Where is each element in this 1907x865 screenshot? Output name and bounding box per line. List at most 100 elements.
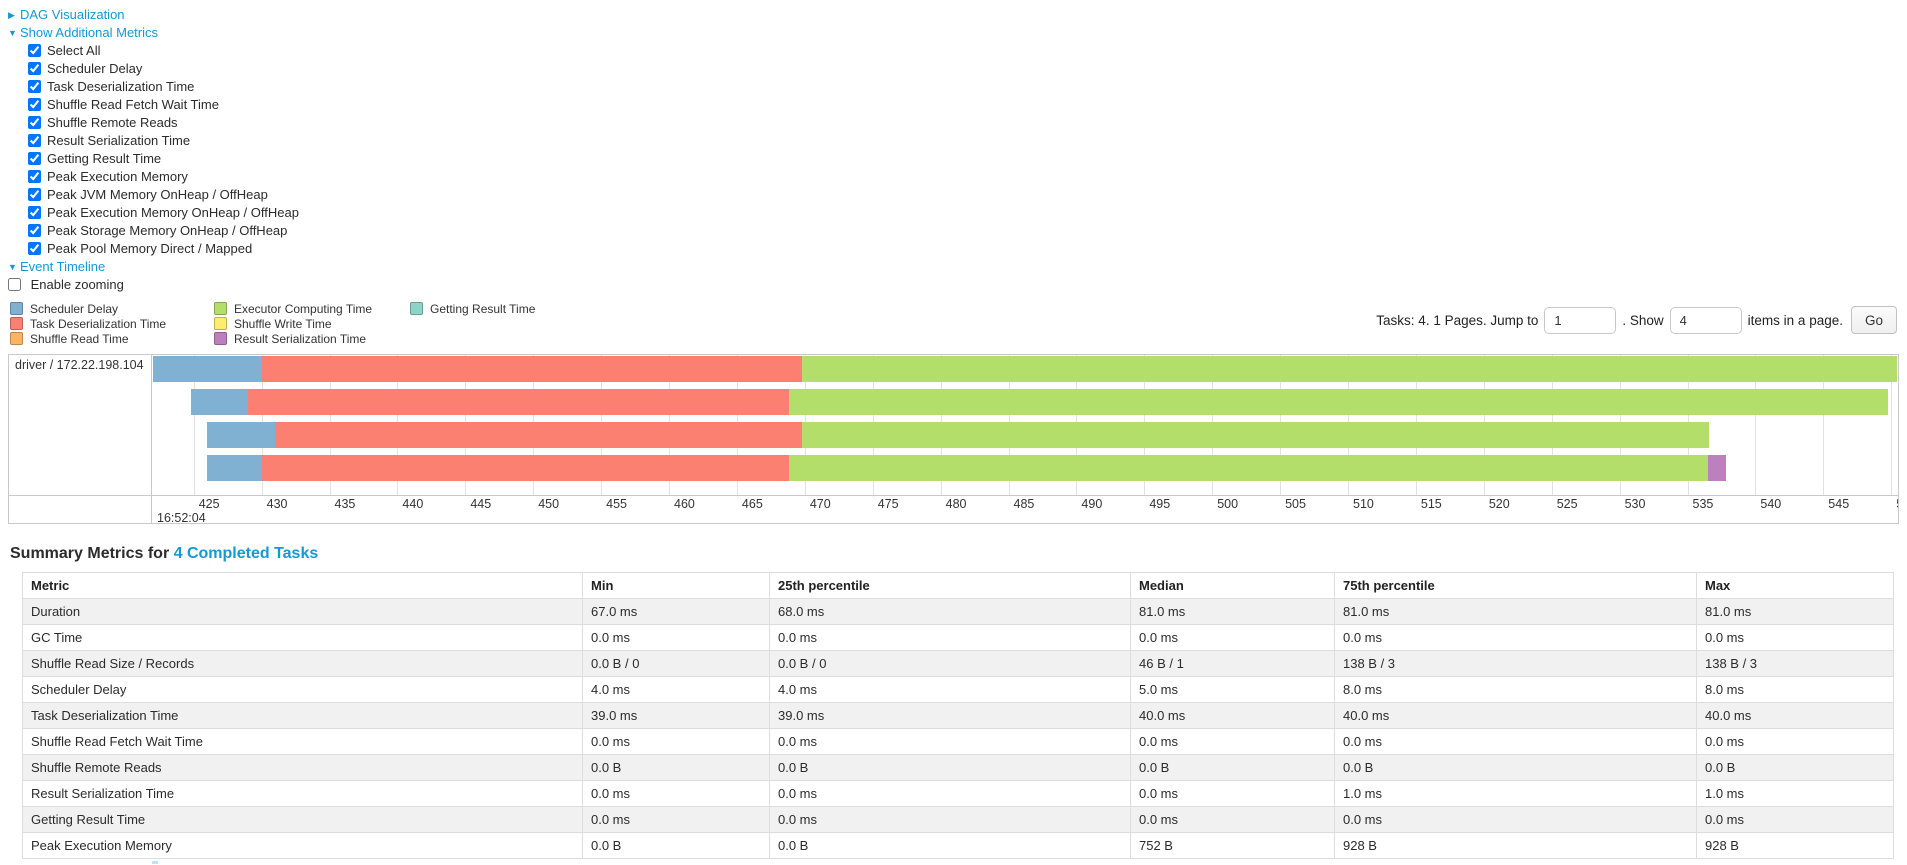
metric-value-cell: 0.0 ms bbox=[582, 806, 770, 833]
task-bar-segment-result_ser[interactable] bbox=[1707, 455, 1726, 481]
event-timeline-toggle[interactable]: ▼ Event Timeline bbox=[8, 258, 1899, 276]
table-row: Shuffle Read Fetch Wait Time 0.0 ms 0.0 ms… bbox=[22, 728, 1894, 755]
shuffle_read-legend-swatch-icon bbox=[10, 332, 23, 345]
event-timeline-chart[interactable]: driver / 172.22.198.104 425 430 435 440 445 4… bbox=[8, 354, 1899, 525]
jump-to-page-input[interactable] bbox=[1544, 306, 1617, 334]
additional-metrics-checkbox-list: Select All Scheduler Delay Task Deserializ… bbox=[8, 42, 1899, 258]
metric-value-cell: 46 B / 1 bbox=[1130, 650, 1335, 677]
metric-name-cell: Scheduler Delay bbox=[22, 676, 583, 703]
task-bar-segment-scheduler[interactable] bbox=[207, 455, 262, 481]
enable-zooming-label: Enable zooming bbox=[30, 277, 124, 292]
metric-name-cell: Peak Execution Memory bbox=[22, 832, 583, 859]
legend-label: Result Serialization Time bbox=[234, 332, 367, 346]
axis-tick-label: 535 bbox=[1692, 497, 1714, 511]
metric-value-cell: 4.0 ms bbox=[769, 676, 1131, 703]
metric-value-cell: 39.0 ms bbox=[582, 702, 770, 729]
metric-checkbox-label: Scheduler Delay bbox=[47, 61, 143, 76]
task-bar-segment-compute[interactable] bbox=[802, 422, 1710, 448]
legend-item: Getting Result Time bbox=[410, 302, 535, 317]
task-bar-segment-scheduler[interactable] bbox=[153, 356, 262, 382]
metric-value-cell: 0.0 ms bbox=[1130, 624, 1335, 651]
task-bar-segment-deser[interactable] bbox=[248, 389, 789, 415]
metric-checkbox[interactable] bbox=[28, 206, 41, 219]
metric-name-cell: Result Serialization Time bbox=[22, 780, 583, 807]
metric-checkbox[interactable] bbox=[28, 80, 41, 93]
metric-checkbox-row: Peak Storage Memory OnHeap / OffHeap bbox=[8, 222, 1899, 240]
axis-tick-label: 530 bbox=[1624, 497, 1646, 511]
summary-metrics-table: Metric Min 25th percentile Median 75th perce… bbox=[22, 572, 1894, 859]
scheduler-legend-swatch-icon bbox=[10, 302, 23, 315]
metric-checkbox[interactable] bbox=[28, 188, 41, 201]
metric-checkbox[interactable] bbox=[28, 170, 41, 183]
timeline-axis: 425 430 435 440 445 450 455 460 465 470 475 480 485 4… bbox=[9, 495, 1898, 525]
metric-value-cell: 0.0 ms bbox=[582, 780, 770, 807]
axis-tick-label: 510 bbox=[1353, 497, 1374, 511]
metric-value-cell: 0.0 ms bbox=[1334, 624, 1697, 651]
metric-checkbox-label: Result Serialization Time bbox=[47, 133, 191, 148]
timeline-plot-area[interactable] bbox=[153, 355, 1898, 495]
metric-value-cell: 68.0 ms bbox=[769, 598, 1131, 625]
legend-label: Scheduler Delay bbox=[30, 302, 119, 316]
task-bar-segment-deser[interactable] bbox=[275, 422, 803, 448]
task-bar-segment-compute[interactable] bbox=[802, 356, 1897, 382]
metric-value-cell: 0.0 ms bbox=[1334, 728, 1697, 755]
legend-label: Getting Result Time bbox=[430, 302, 536, 316]
items-per-page-input[interactable] bbox=[1669, 306, 1742, 334]
metric-value-cell: 1.0 ms bbox=[1696, 780, 1894, 807]
enable-zooming-checkbox[interactable] bbox=[8, 278, 21, 291]
timeline-legend: Scheduler Delay Task Deserialization Time… bbox=[10, 302, 549, 347]
deser-legend-swatch-icon bbox=[10, 317, 23, 330]
metric-checkbox[interactable] bbox=[28, 152, 41, 165]
axis-tick-label: 490 bbox=[1081, 497, 1103, 511]
metric-value-cell: 40.0 ms bbox=[1696, 702, 1894, 729]
summary-metrics-title: Summary Metrics for 4 Completed Tasks bbox=[10, 545, 1899, 563]
metric-checkbox-label: Getting Result Time bbox=[47, 151, 162, 166]
task-bar-segment-compute[interactable] bbox=[788, 455, 1708, 481]
metric-checkbox[interactable] bbox=[28, 224, 41, 237]
metric-checkbox-label: Peak JVM Memory OnHeap / OffHeap bbox=[47, 187, 268, 202]
metric-name-cell: Task Deserialization Time bbox=[22, 702, 583, 729]
legend-column: Executor Computing Time Shuffle Write Tim… bbox=[214, 302, 396, 347]
axis-gridline bbox=[1755, 355, 1757, 495]
metric-value-cell: 0.0 ms bbox=[1696, 728, 1894, 755]
triangle-right-icon: ▶ bbox=[8, 10, 15, 20]
metric-checkbox[interactable] bbox=[28, 44, 41, 57]
table-header-cell: Metric bbox=[22, 572, 583, 599]
result_ser-legend-swatch-icon bbox=[214, 332, 227, 345]
dag-visualization-toggle[interactable]: ▶ DAG Visualization bbox=[8, 6, 1899, 24]
axis-tick-label: 545 bbox=[1828, 497, 1850, 511]
metric-checkbox[interactable] bbox=[28, 134, 41, 147]
metric-value-cell: 4.0 ms bbox=[582, 676, 770, 703]
metric-checkbox[interactable] bbox=[28, 98, 41, 111]
metric-value-cell: 40.0 ms bbox=[1334, 702, 1697, 729]
table-row: Shuffle Remote Reads 0.0 B 0.0 B 0.0 B 0.0 B… bbox=[22, 754, 1894, 781]
completed-tasks-link[interactable]: 4 Completed Tasks bbox=[173, 545, 319, 562]
additional-metrics-toggle[interactable]: ▼ Show Additional Metrics bbox=[8, 24, 1899, 42]
metric-checkbox[interactable] bbox=[28, 62, 41, 75]
metric-value-cell: 81.0 ms bbox=[1130, 598, 1335, 625]
task-bar-segment-compute[interactable] bbox=[788, 389, 1889, 415]
axis-tick-label: 440 bbox=[402, 497, 424, 511]
legend-item: Scheduler Delay bbox=[10, 302, 200, 317]
metric-value-cell: 8.0 ms bbox=[1696, 676, 1894, 703]
legend-pagination-strip: Scheduler Delay Task Deserialization Time… bbox=[8, 300, 1899, 352]
task-bar-segment-deser[interactable] bbox=[261, 356, 803, 382]
metric-value-cell: 0.0 ms bbox=[769, 806, 1131, 833]
axis-tick-label: 460 bbox=[674, 497, 695, 511]
task-bar-segment-deser[interactable] bbox=[261, 455, 789, 481]
metric-checkbox-row: Shuffle Read Fetch Wait Time bbox=[8, 96, 1899, 114]
metric-value-cell: 0.0 B bbox=[769, 754, 1131, 781]
metric-value-cell: 0.0 B bbox=[582, 754, 770, 781]
metric-checkbox[interactable] bbox=[28, 242, 41, 255]
table-row: Duration 67.0 ms 68.0 ms 81.0 ms 81.0 ms 81.0… bbox=[22, 598, 1894, 625]
metric-checkbox-row: Peak Execution Memory bbox=[8, 168, 1899, 186]
metric-value-cell: 40.0 ms bbox=[1130, 702, 1335, 729]
metric-value-cell: 0.0 ms bbox=[1130, 780, 1335, 807]
task-bar-segment-scheduler[interactable] bbox=[207, 422, 276, 448]
axis-gridline bbox=[1891, 355, 1893, 495]
task-bar-segment-scheduler[interactable] bbox=[191, 389, 249, 415]
axis-tick-label: 540 bbox=[1760, 497, 1782, 511]
metric-checkbox[interactable] bbox=[28, 116, 41, 129]
table-row: Result Serialization Time 0.0 ms 0.0 ms 0.0… bbox=[22, 780, 1894, 807]
go-button[interactable]: Go bbox=[1850, 306, 1897, 334]
